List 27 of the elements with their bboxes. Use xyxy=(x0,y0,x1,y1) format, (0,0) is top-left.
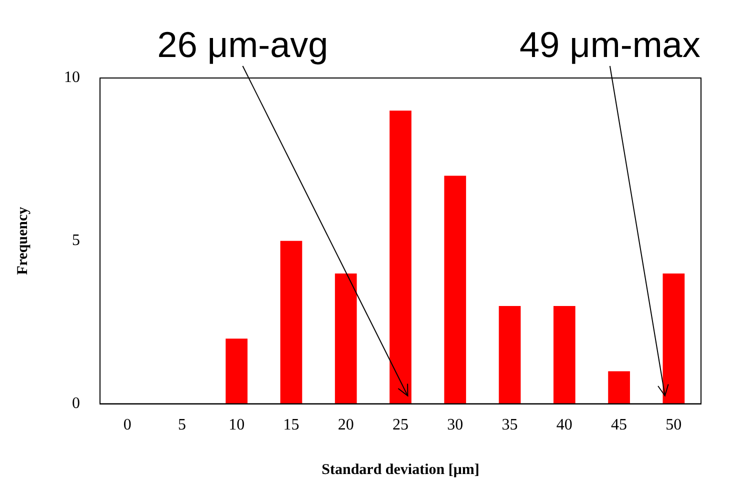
x-tick-label: 40 xyxy=(556,416,572,434)
bar xyxy=(553,306,576,404)
x-tick-label: 25 xyxy=(392,416,408,434)
bar xyxy=(390,110,412,404)
y-tick-label: 5 xyxy=(72,232,80,250)
x-tick-label: 10 xyxy=(228,416,245,434)
x-axis-title: Standard deviation [μm] xyxy=(322,462,480,478)
bar xyxy=(280,240,302,404)
text: 26 μm-avg xyxy=(157,24,328,65)
x-tick-label: 5 xyxy=(178,416,186,434)
x-tick-label: 0 xyxy=(123,416,132,434)
bar xyxy=(226,338,248,404)
x-tick-label: 45 xyxy=(611,416,628,434)
x-tick-label: 50 xyxy=(666,416,682,434)
x-tick-label: 35 xyxy=(502,416,518,434)
bar xyxy=(498,306,521,404)
bar xyxy=(608,371,630,404)
bar xyxy=(662,273,685,404)
x-tick-label: 30 xyxy=(447,416,464,434)
y-tick-label: 0 xyxy=(72,395,80,412)
text: 49 μm-max xyxy=(520,24,700,65)
y-tick-label: 10 xyxy=(64,69,80,86)
bar xyxy=(444,176,466,404)
bar xyxy=(334,273,357,404)
x-tick-label: 15 xyxy=(283,416,300,434)
x-tick-label: 20 xyxy=(338,416,354,434)
y-axis-title: Frequency xyxy=(14,206,31,275)
